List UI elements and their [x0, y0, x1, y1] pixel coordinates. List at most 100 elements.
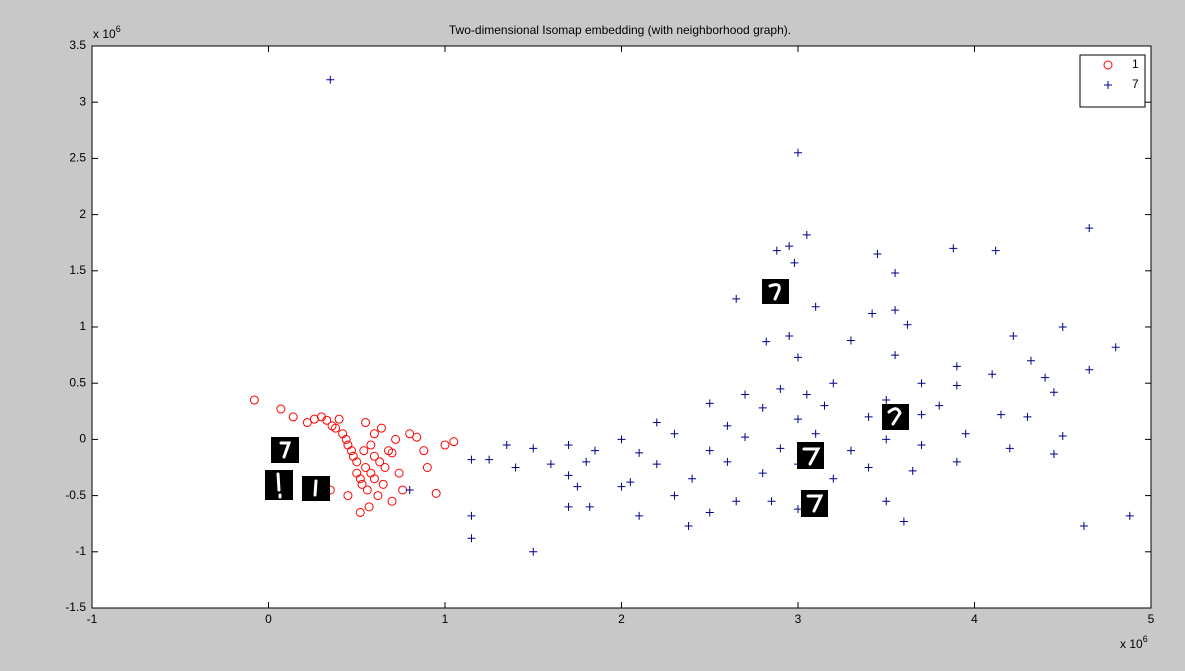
point: [868, 309, 877, 318]
point: [405, 429, 415, 439]
y-tick-label: 1: [79, 319, 86, 333]
point: [1026, 356, 1035, 365]
point: [573, 482, 582, 491]
point: [334, 414, 344, 424]
point: [582, 457, 591, 466]
point: [882, 396, 891, 405]
point: [635, 511, 644, 520]
point: [776, 384, 785, 393]
point: [467, 534, 476, 543]
y-tick-label: 2: [79, 207, 86, 221]
x-tick-label: 5: [1148, 612, 1155, 626]
point: [864, 463, 873, 472]
point: [564, 441, 573, 450]
point: [732, 294, 741, 303]
point: [391, 434, 401, 444]
y-multiplier-base: x 10: [93, 27, 116, 41]
point: [564, 471, 573, 480]
point: [431, 488, 441, 498]
point: [952, 457, 961, 466]
point: [376, 423, 386, 433]
point: [684, 521, 693, 530]
point: [811, 302, 820, 311]
point: [758, 403, 767, 412]
point: [772, 246, 781, 255]
point: [635, 448, 644, 457]
point: [369, 474, 379, 484]
point: [1005, 444, 1014, 453]
point: [882, 435, 891, 444]
point: [794, 353, 802, 362]
x-tick-label: 3: [795, 612, 802, 626]
point: [380, 463, 390, 472]
point: [891, 269, 900, 278]
y-multiplier: x 106: [93, 24, 121, 41]
point: [361, 418, 371, 428]
point: [1079, 521, 1088, 530]
point: [378, 479, 388, 489]
y-tick-label: -1: [75, 544, 86, 558]
point: [705, 508, 714, 517]
point: [362, 485, 372, 495]
point: [790, 258, 799, 267]
point: [899, 517, 908, 526]
point: [564, 502, 573, 511]
point: [626, 478, 635, 487]
point: [882, 497, 891, 506]
point: [322, 415, 332, 425]
point: [741, 433, 750, 442]
point: [794, 148, 802, 157]
point: [794, 415, 802, 424]
point: [419, 446, 429, 456]
point: [996, 410, 1005, 419]
point: [422, 463, 432, 472]
point: [357, 479, 367, 489]
point: [546, 460, 555, 469]
point: [1023, 412, 1032, 421]
point: [820, 401, 829, 410]
point: [1058, 323, 1067, 331]
point: [846, 446, 855, 455]
y-tick-label: 0.5: [69, 375, 86, 389]
point: [670, 429, 679, 438]
point: [785, 331, 794, 340]
point: [1049, 450, 1058, 459]
point: [732, 497, 741, 506]
point: [1085, 365, 1094, 374]
point: [1111, 343, 1120, 352]
point: [891, 351, 900, 360]
point: [917, 410, 926, 419]
point: [449, 437, 459, 447]
point: [952, 381, 961, 390]
point: [991, 246, 1000, 255]
point: [802, 390, 811, 399]
point: [249, 395, 259, 405]
point: [846, 336, 855, 345]
point: [767, 497, 776, 506]
legend-marker: [1103, 60, 1113, 70]
point: [343, 491, 353, 501]
point: [369, 451, 379, 461]
point: [369, 429, 379, 439]
y-tick-label: 3: [79, 94, 86, 108]
point: [405, 485, 414, 494]
point: [511, 463, 520, 472]
point: [864, 412, 873, 421]
point: [688, 474, 697, 483]
point: [1041, 373, 1050, 382]
point: [387, 448, 397, 458]
point: [949, 244, 958, 253]
y-tick-label: 1.5: [69, 263, 86, 277]
point: [302, 418, 312, 428]
legend-label: 7: [1132, 77, 1139, 91]
point: [935, 401, 944, 410]
x-multiplier-base: x 10: [1120, 637, 1143, 651]
point: [741, 390, 750, 399]
point: [355, 474, 365, 484]
point: [617, 435, 626, 444]
point: [762, 337, 771, 346]
point: [467, 511, 476, 520]
point: [952, 362, 961, 371]
